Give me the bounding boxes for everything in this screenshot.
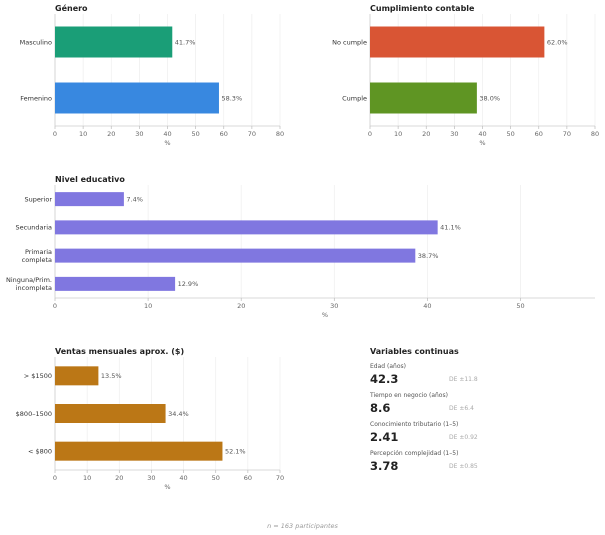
continuous-variables-panel: Variables continuas Edad (años) 42.3 DE … [370,347,590,479]
stat-sd: DE ±6.4 [449,405,474,412]
x-tick-label: 40 [179,474,187,482]
x-tick-label: 10 [79,130,87,138]
bar-value-label: 13.5% [101,372,122,380]
stat-value: 8.6 [370,401,391,415]
bar-value-label: 34.4% [168,410,189,418]
stat-value: 42.3 [370,372,399,386]
category-label: Secundaria [15,224,52,232]
bar [55,82,219,114]
category-label: Primaria [25,248,52,256]
bar-value-label: 7.4% [126,195,143,203]
category-label: $800–1500 [16,410,52,418]
x-tick-label: 40 [163,130,171,138]
bar [55,366,99,386]
x-tick-label: 0 [53,130,57,138]
x-tick-label: 30 [330,302,338,310]
bar-value-label: 52.1% [225,447,246,455]
stat-sd: DE ±0.85 [449,463,478,470]
bar [55,26,173,58]
category-label: < $800 [28,447,52,455]
bar-value-label: 41.1% [440,224,461,232]
bar-value-label: 38.0% [479,94,500,102]
x-tick-label: 20 [115,474,123,482]
bar [55,192,124,207]
stat-label: Edad (años) [370,363,406,370]
bar [55,248,416,263]
category-label: Cumple [342,94,367,102]
bar-value-label: 58.3% [221,94,242,102]
stat-label: Conocimiento tributario (1–5) [370,421,459,428]
bar-value-label: 12.9% [178,280,199,288]
x-tick-label: 0 [368,130,372,138]
x-axis-label: % [322,311,328,319]
x-tick-label: 10 [83,474,91,482]
bar [55,441,223,461]
education-chart-title: Nivel educativo [55,175,125,184]
bar [55,220,438,235]
x-tick-label: 10 [394,130,402,138]
bar-value-label: 62.0% [547,38,568,46]
x-tick-label: 30 [147,474,155,482]
x-tick-label: 50 [506,130,514,138]
x-tick-label: 30 [135,130,143,138]
x-tick-label: 0 [53,302,57,310]
stat-age: Edad (años) 42.3 DE ±11.8 [370,363,590,392]
category-label: > $1500 [24,372,52,380]
category-label: Superior [25,195,53,203]
stat-business-time: Tiempo en negocio (años) 8.6 DE ±6.4 [370,392,590,421]
stat-value: 2.41 [370,430,399,444]
x-tick-label: 60 [244,474,252,482]
bar [55,404,166,423]
x-tick-label: 70 [276,474,284,482]
category-label: Masculino [20,38,52,46]
x-tick-label: 10 [144,302,152,310]
stat-complexity-perception: Percepción complejidad (1–5) 3.78 DE ±0.… [370,450,590,479]
sales-chart-title: Ventas mensuales aprox. ($) [55,347,185,356]
x-tick-label: 80 [591,130,599,138]
bar [55,276,176,291]
x-tick-label: 50 [212,474,220,482]
stat-label: Tiempo en negocio (años) [370,392,448,399]
x-tick-label: 70 [248,130,256,138]
category-label: completa [22,256,52,264]
x-tick-label: 80 [276,130,284,138]
compliance-chart-title: Cumplimiento contable [370,4,475,13]
stat-tax-knowledge: Conocimiento tributario (1–5) 2.41 DE ±0… [370,421,590,450]
stat-label: Percepción complejidad (1–5) [370,450,459,457]
x-tick-label: 30 [450,130,458,138]
bar [370,82,477,114]
bar-value-label: 38.7% [418,252,439,260]
bar [370,26,545,58]
x-tick-label: 40 [423,302,431,310]
category-label: incompleta [16,284,52,292]
x-tick-label: 70 [563,130,571,138]
continuous-variables-title: Variables continuas [370,347,459,356]
x-tick-label: 0 [53,474,57,482]
x-tick-label: 60 [535,130,543,138]
stat-sd: DE ±0.92 [449,434,478,441]
x-tick-label: 20 [237,302,245,310]
x-tick-label: 60 [220,130,228,138]
x-axis-label: % [164,483,170,491]
x-tick-label: 40 [478,130,486,138]
category-label: No cumple [332,38,367,46]
x-tick-label: 50 [191,130,199,138]
x-axis-label: % [164,139,170,147]
x-tick-label: 20 [107,130,115,138]
gender-chart-title: Género [55,4,88,13]
stat-value: 3.78 [370,459,399,473]
x-tick-label: 20 [422,130,430,138]
x-axis-label: % [479,139,485,147]
sample-size-footnote: n = 163 participantes [267,522,338,530]
x-tick-label: 50 [516,302,524,310]
stat-sd: DE ±11.8 [449,376,478,383]
category-label: Femenino [20,94,52,102]
category-label: Ninguna/Prim. [6,276,52,284]
bar-value-label: 41.7% [175,38,196,46]
